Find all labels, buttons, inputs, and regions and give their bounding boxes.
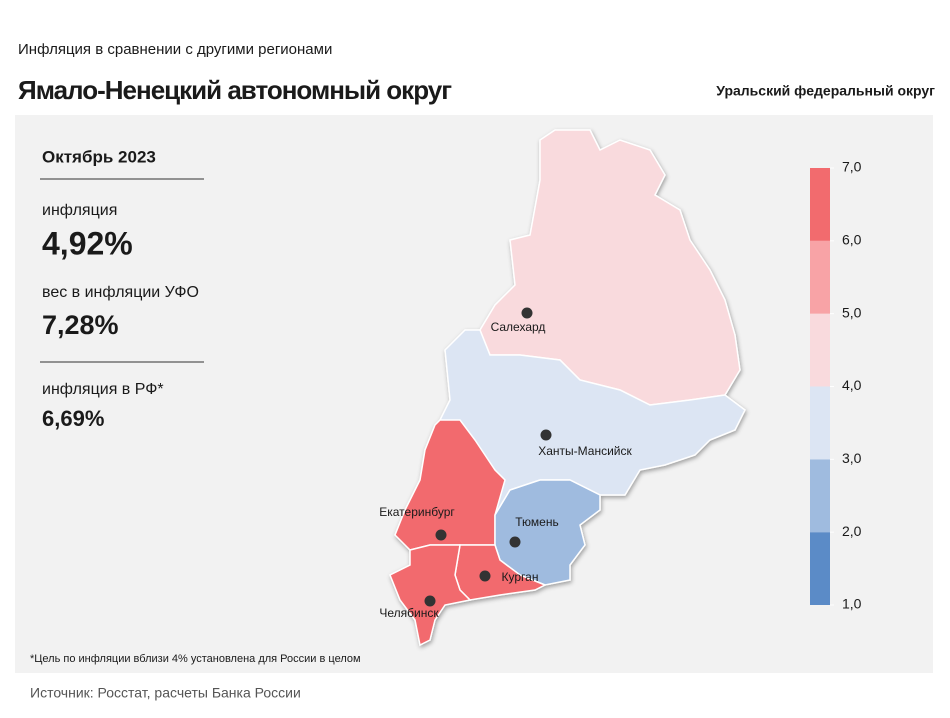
source: Источник: Росстат, расчеты Банка России (30, 685, 301, 701)
footnote: *Цель по инфляции вблизи 4% установлена … (30, 653, 361, 665)
legend-bin (810, 168, 830, 241)
subtitle: Инфляция в сравнении с другими регионами (18, 41, 332, 58)
legend-tick-label: 5,0 (842, 304, 862, 320)
legend: 1,0 2,0 3,0 4,0 5,0 6,0 7,0 (810, 159, 862, 612)
city-dot (509, 536, 521, 548)
city-dot (435, 529, 447, 541)
legend-tick-label: 7,0 (842, 159, 862, 175)
legend-tick-label: 6,0 (842, 232, 862, 248)
city-label: Екатеринбург (379, 505, 455, 519)
map (389, 129, 746, 647)
legend-bin (810, 459, 830, 533)
legend-bin (810, 386, 830, 460)
value: 4,92% (42, 225, 133, 261)
label: вес в инфляции УФО (42, 284, 199, 301)
city-label: Челябинск (379, 606, 439, 620)
value: 6,69% (42, 406, 104, 431)
legend-tick-label: 3,0 (842, 450, 862, 466)
legend-bin (810, 313, 830, 387)
label: инфляция (42, 202, 117, 219)
city-dot (424, 595, 436, 607)
cities: Салехард Ханты-Мансийск Екатеринбург Тюмень… (379, 307, 633, 620)
city-dot (479, 570, 491, 582)
legend-bin (810, 532, 830, 605)
legend-bin (810, 240, 830, 314)
title: Ямало-Ненецкий автономный округ (18, 75, 452, 105)
city-label: Курган (502, 570, 539, 584)
legend-tick-label: 1,0 (842, 596, 862, 612)
value: 7,28% (42, 310, 119, 340)
city-label: Тюмень (515, 515, 558, 529)
legend-tick-label: 2,0 (842, 523, 862, 539)
region (389, 544, 472, 647)
legend-tick-label: 4,0 (842, 377, 862, 393)
city-dot (540, 429, 552, 441)
city-dot (521, 307, 533, 319)
label: инфляция в РФ* (42, 381, 164, 398)
city-label: Салехард (491, 320, 546, 334)
city-label: Ханты-Мансийск (538, 444, 632, 458)
district: Уральский федеральный округ (716, 83, 935, 99)
period: Октябрь 2023 (42, 147, 156, 166)
